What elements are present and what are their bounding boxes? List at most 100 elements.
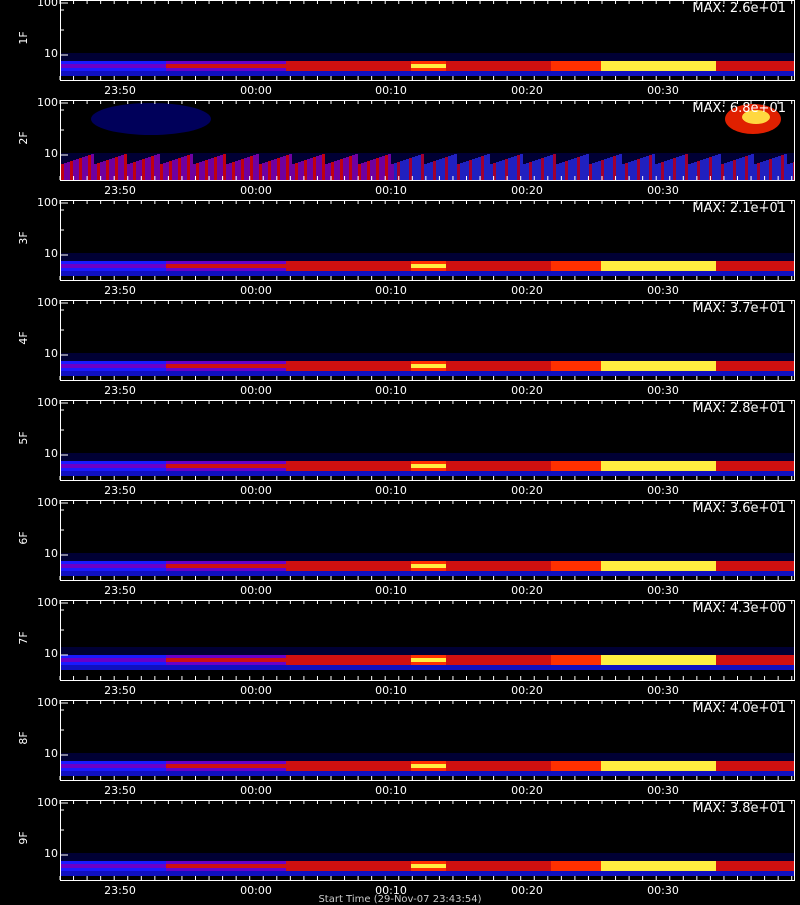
- spectral-core: [511, 264, 516, 268]
- spectral-core: [666, 464, 671, 468]
- spectral-column: [367, 161, 370, 180]
- spectral-core: [396, 564, 401, 568]
- spectral-core: [686, 464, 691, 468]
- spectral-core: [666, 564, 671, 568]
- spectral-core: [746, 764, 751, 768]
- spectral-core: [746, 64, 751, 68]
- spectral-core: [341, 658, 346, 662]
- spectral-core: [521, 264, 526, 268]
- spectral-column: [160, 164, 163, 180]
- spectral-column: [604, 159, 607, 180]
- spectral-core: [116, 764, 121, 768]
- spectral-core: [456, 264, 461, 268]
- spectral-core: [676, 464, 681, 468]
- spectral-core: [516, 64, 521, 68]
- spectral-core: [396, 464, 401, 468]
- spectral-core: [721, 864, 726, 868]
- spectral-core: [366, 764, 371, 768]
- spectral-core: [626, 564, 631, 568]
- spectral-core: [726, 864, 731, 868]
- spectral-core: [176, 864, 181, 868]
- spectral-column: [355, 154, 358, 180]
- spectral-column: [109, 159, 112, 180]
- x-tick-label: 00:20: [511, 284, 543, 297]
- spectral-core: [386, 264, 391, 268]
- spectral-core: [176, 464, 181, 468]
- x-tick-label: 00:00: [240, 684, 272, 697]
- x-tick-label: 00:10: [375, 484, 407, 497]
- spectral-core: [251, 464, 256, 468]
- spectral-core: [556, 364, 561, 368]
- spectral-column: [133, 162, 136, 180]
- y-tick-label: 100: [37, 96, 58, 109]
- spectral-core: [206, 658, 211, 662]
- spectral-core: [431, 564, 436, 568]
- spectral-core: [116, 464, 121, 468]
- spectral-core: [671, 864, 676, 868]
- spectral-core: [141, 864, 146, 868]
- spectral-column: [598, 161, 601, 180]
- spectral-core: [66, 64, 71, 68]
- spectral-core: [176, 364, 181, 368]
- spectral-core: [121, 64, 126, 68]
- spectral-core: [186, 658, 191, 662]
- spectral-core: [686, 64, 691, 68]
- spectral-core: [631, 864, 636, 868]
- spectral-core: [736, 64, 741, 68]
- spectral-core: [491, 464, 496, 468]
- spectral-column: [352, 155, 355, 180]
- x-tick-label: 00:20: [511, 184, 543, 197]
- spectral-column: [619, 154, 622, 180]
- spectral-column: [688, 164, 691, 180]
- spectral-core: [601, 64, 606, 68]
- spectral-core: [321, 658, 326, 662]
- spectral-column: [652, 154, 655, 180]
- spectral-core: [346, 464, 351, 468]
- spectral-core: [161, 264, 166, 268]
- spectral-core: [591, 264, 596, 268]
- spectral-core: [646, 864, 651, 868]
- spectral-column: [517, 155, 520, 180]
- spectral-core: [251, 658, 256, 662]
- spectral-core: [391, 364, 396, 368]
- spectral-core: [161, 764, 166, 768]
- spectral-core: [111, 764, 116, 768]
- spectral-core: [646, 464, 651, 468]
- spectral-core: [581, 464, 586, 468]
- spectral-core: [701, 564, 706, 568]
- spectral-core: [136, 464, 141, 468]
- spectral-core: [201, 658, 206, 662]
- spectral-core: [461, 464, 466, 468]
- spectral-core: [186, 864, 191, 868]
- spectral-column: [184, 156, 187, 180]
- spectral-core: [221, 864, 226, 868]
- spectral-core: [151, 564, 156, 568]
- spectral-core: [551, 464, 556, 468]
- spectral-core: [541, 464, 546, 468]
- spectral-core: [286, 658, 291, 662]
- spectral-column: [139, 160, 142, 180]
- spectral-core: [606, 64, 611, 68]
- spectral-column: [487, 154, 490, 180]
- spectral-core: [761, 64, 766, 68]
- spectral-core: [636, 658, 641, 662]
- spectral-core: [316, 764, 321, 768]
- spectral-core: [106, 864, 111, 868]
- spectral-core: [186, 64, 191, 68]
- spectral-core: [691, 564, 696, 568]
- spectral-core: [136, 364, 141, 368]
- spectral-core: [491, 264, 496, 268]
- spectral-core: [131, 864, 136, 868]
- spectral-core: [76, 764, 81, 768]
- spectral-core: [231, 364, 236, 368]
- spectral-core: [91, 464, 96, 468]
- spectral-core: [191, 364, 196, 368]
- spectral-column: [613, 156, 616, 180]
- spectral-column: [385, 155, 388, 180]
- spectral-core: [721, 264, 726, 268]
- spectral-column: [394, 163, 397, 180]
- spectral-core: [411, 564, 416, 568]
- spectral-core: [386, 464, 391, 468]
- spectral-core: [61, 864, 66, 868]
- spectral-core: [441, 64, 446, 68]
